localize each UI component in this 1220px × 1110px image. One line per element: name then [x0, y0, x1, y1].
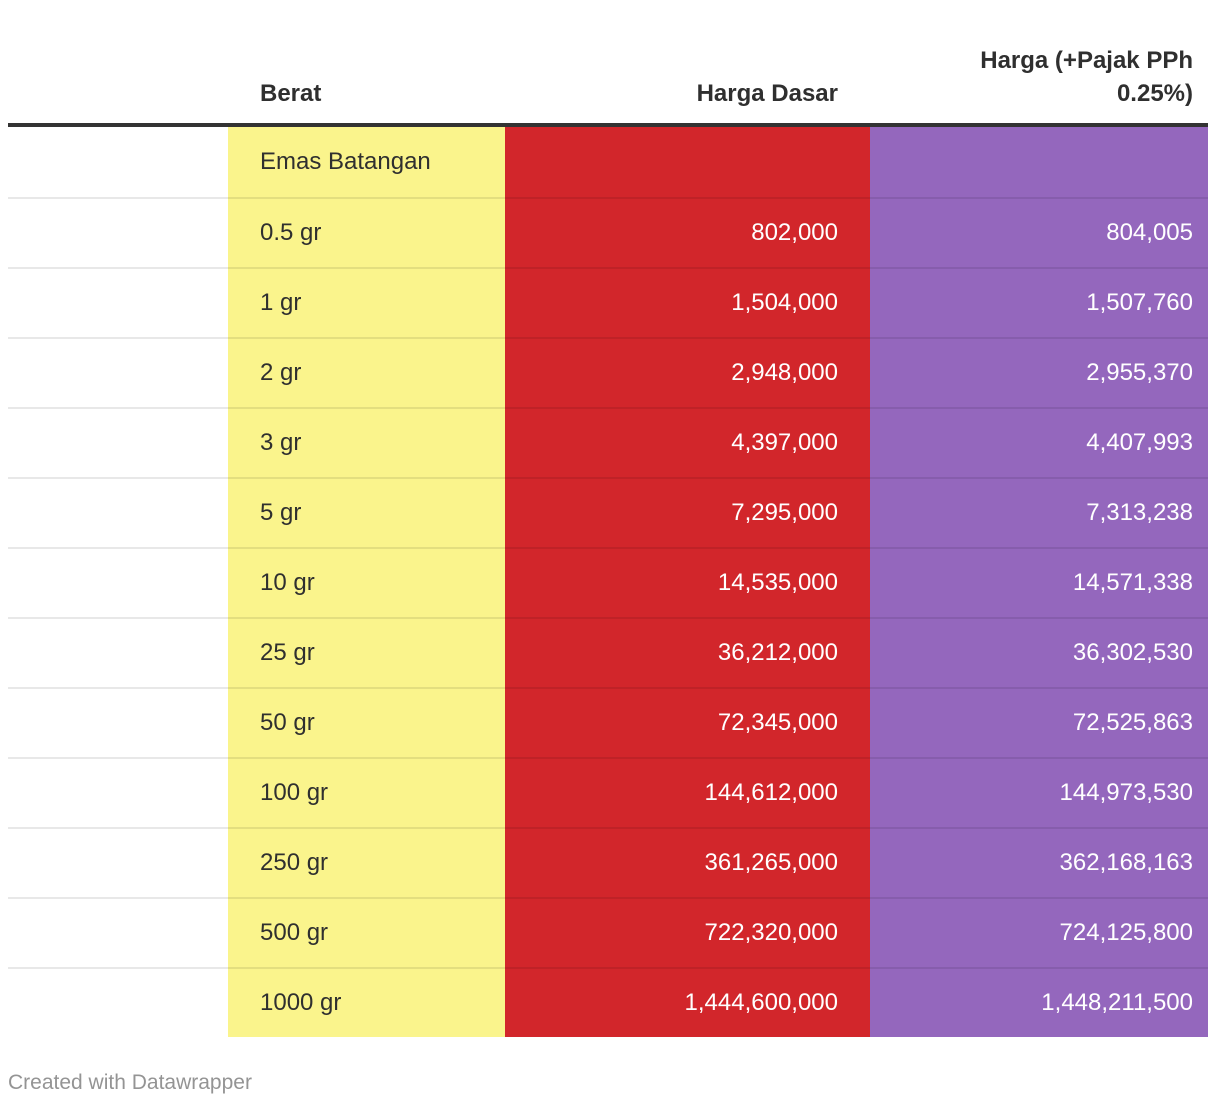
table-row: 0.5 gr 802,000 804,005	[8, 197, 1208, 267]
row-label-cell: 10 gr	[228, 547, 505, 617]
harga-pajak-cell: 144,973,530	[870, 757, 1208, 827]
harga-dasar-cell: 1,444,600,000	[505, 967, 870, 1037]
harga-dasar-cell: 2,948,000	[505, 337, 870, 407]
harga-dasar-cell: 802,000	[505, 197, 870, 267]
column-header-berat: Berat	[260, 80, 322, 107]
datawrapper-attribution-link[interactable]: Created with Datawrapper	[8, 1071, 252, 1094]
harga-pajak-cell: 4,407,993	[870, 407, 1208, 477]
row-label-cell: 2 gr	[228, 337, 505, 407]
row-label-cell: 100 gr	[228, 757, 505, 827]
row-label-cell: 5 gr	[228, 477, 505, 547]
header-spacer-cell	[8, 110, 228, 123]
table-row: 100 gr 144,612,000 144,973,530	[8, 757, 1208, 827]
row-spacer-cell	[8, 197, 228, 267]
table-row: 3 gr 4,397,000 4,407,993	[8, 407, 1208, 477]
table-body: Emas Batangan 0.5 gr 802,000 804,005 1 g…	[8, 127, 1208, 1037]
harga-dasar-cell	[505, 127, 870, 197]
harga-pajak-cell: 1,507,760	[870, 267, 1208, 337]
row-spacer-cell	[8, 827, 228, 897]
harga-pajak-cell: 724,125,800	[870, 897, 1208, 967]
row-label-cell: 1 gr	[228, 267, 505, 337]
harga-dasar-cell: 7,295,000	[505, 477, 870, 547]
row-label-cell: 25 gr	[228, 617, 505, 687]
table-row: 500 gr 722,320,000 724,125,800	[8, 897, 1208, 967]
harga-dasar-cell: 36,212,000	[505, 617, 870, 687]
row-spacer-cell	[8, 547, 228, 617]
harga-dasar-cell: 144,612,000	[505, 757, 870, 827]
datawrapper-table: Berat Harga Dasar Harga (+Pajak PPh 0.25…	[8, 0, 1208, 1037]
row-label-cell: 50 gr	[228, 687, 505, 757]
harga-dasar-cell: 361,265,000	[505, 827, 870, 897]
row-spacer-cell	[8, 617, 228, 687]
table-row: 5 gr 7,295,000 7,313,238	[8, 477, 1208, 547]
column-header-harga-pajak-label: Harga (+Pajak PPh 0.25%)	[980, 47, 1193, 107]
harga-pajak-cell: 36,302,530	[870, 617, 1208, 687]
row-spacer-cell	[8, 757, 228, 827]
row-spacer-cell	[8, 337, 228, 407]
attribution: Created with Datawrapper	[8, 1071, 1220, 1095]
row-spacer-cell	[8, 687, 228, 757]
table-row: 25 gr 36,212,000 36,302,530	[8, 617, 1208, 687]
table-row: 2 gr 2,948,000 2,955,370	[8, 337, 1208, 407]
table-row: 250 gr 361,265,000 362,168,163	[8, 827, 1208, 897]
row-spacer-cell	[8, 967, 228, 1037]
column-header-harga-pajak: Harga (+Pajak PPh 0.25%)	[870, 44, 1208, 123]
row-spacer-cell	[8, 127, 228, 197]
harga-pajak-cell: 72,525,863	[870, 687, 1208, 757]
harga-dasar-cell: 72,345,000	[505, 687, 870, 757]
row-spacer-cell	[8, 897, 228, 967]
harga-pajak-cell: 7,313,238	[870, 477, 1208, 547]
harga-pajak-cell: 362,168,163	[870, 827, 1208, 897]
table-row: 1000 gr 1,444,600,000 1,448,211,500	[8, 967, 1208, 1037]
table-row: 1 gr 1,504,000 1,507,760	[8, 267, 1208, 337]
column-header-harga-dasar: Harga Dasar	[696, 80, 838, 107]
table-row: 50 gr 72,345,000 72,525,863	[8, 687, 1208, 757]
row-label-cell: 250 gr	[228, 827, 505, 897]
harga-dasar-cell: 4,397,000	[505, 407, 870, 477]
table-row: Emas Batangan	[8, 127, 1208, 197]
harga-pajak-cell: 804,005	[870, 197, 1208, 267]
harga-dasar-cell: 1,504,000	[505, 267, 870, 337]
harga-dasar-cell: 14,535,000	[505, 547, 870, 617]
row-spacer-cell	[8, 407, 228, 477]
header-rule	[8, 123, 1208, 127]
row-label-cell: 0.5 gr	[228, 197, 505, 267]
row-spacer-cell	[8, 477, 228, 547]
table-row: 10 gr 14,535,000 14,571,338	[8, 547, 1208, 617]
table-header-row: Berat Harga Dasar Harga (+Pajak PPh 0.25…	[8, 0, 1208, 123]
row-label-cell: 3 gr	[228, 407, 505, 477]
row-label-cell: 500 gr	[228, 897, 505, 967]
row-label-cell: Emas Batangan	[228, 127, 505, 197]
row-spacer-cell	[8, 267, 228, 337]
row-label-cell: 1000 gr	[228, 967, 505, 1037]
harga-pajak-cell: 14,571,338	[870, 547, 1208, 617]
harga-pajak-cell	[870, 127, 1208, 197]
harga-pajak-cell: 1,448,211,500	[870, 967, 1208, 1037]
harga-pajak-cell: 2,955,370	[870, 337, 1208, 407]
harga-dasar-cell: 722,320,000	[505, 897, 870, 967]
